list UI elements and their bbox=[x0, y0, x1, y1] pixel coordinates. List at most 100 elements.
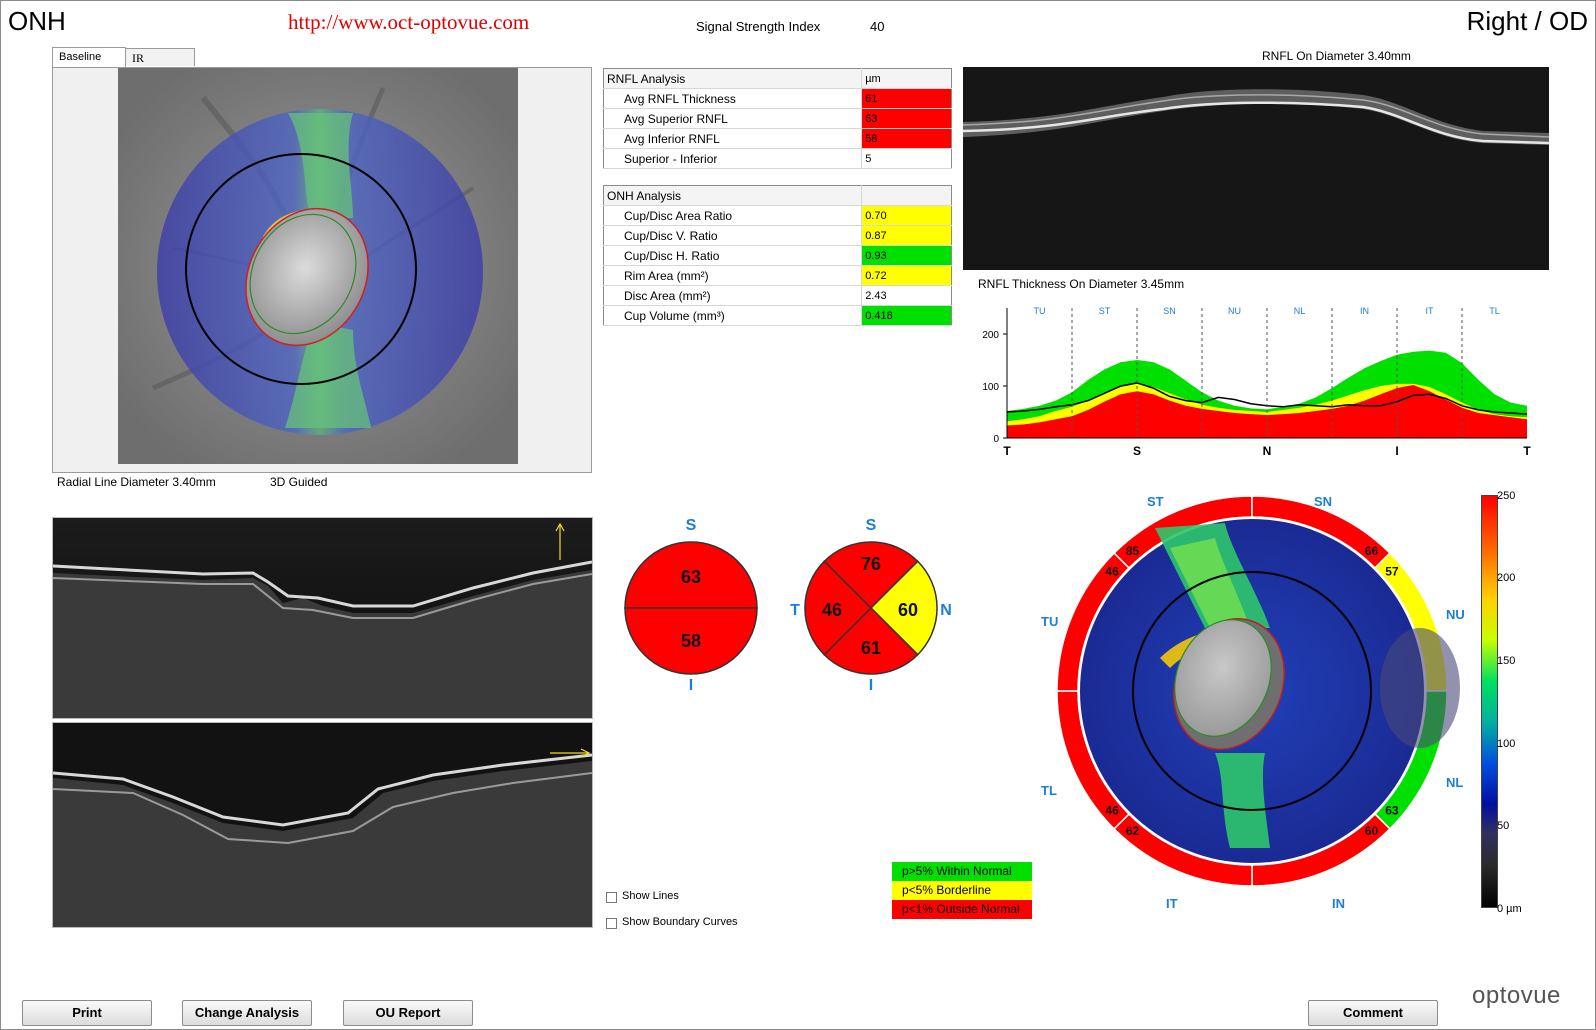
scan-circle bbox=[1132, 571, 1372, 811]
quadrant-superior bbox=[823, 541, 919, 610]
table-row: Cup/Disc H. Ratio 0.93 bbox=[603, 245, 952, 266]
table-row: Avg Inferior RNFL 58 bbox=[603, 128, 952, 149]
tab-ir[interactable]: IR bbox=[125, 48, 195, 66]
scale-tick-250: 250 bbox=[1497, 490, 1516, 502]
hemi-label-i: I bbox=[689, 677, 693, 692]
bscan-horizontal[interactable] bbox=[52, 722, 593, 928]
quad-label-t: T bbox=[790, 602, 800, 619]
scale-tick-200: 200 bbox=[1497, 572, 1516, 584]
onh-row-label: Cup/Disc H. Ratio bbox=[603, 245, 863, 266]
rnfl-row-label: Avg RNFL Thickness bbox=[603, 88, 863, 109]
legend-normal: p>5% Within Normal bbox=[892, 862, 1032, 881]
sector-label-tl: TL bbox=[1041, 783, 1057, 798]
rnfl-header-unit: µm bbox=[861, 68, 952, 89]
rnfl-row-value: 5 bbox=[861, 148, 952, 169]
scale-tick-100: 100 bbox=[1497, 738, 1516, 750]
sector-value-it: 62 bbox=[1126, 824, 1140, 838]
sector-label-st: ST bbox=[1147, 494, 1164, 509]
sector-value-nl: 63 bbox=[1385, 803, 1399, 817]
quadrant-temporal bbox=[804, 560, 873, 656]
x-tick-label: S bbox=[1133, 444, 1141, 458]
scale-tick-50: 50 bbox=[1497, 820, 1510, 832]
y-tick-label: 0 bbox=[993, 434, 999, 445]
onh-header-unit bbox=[861, 185, 952, 206]
sector-label: TU bbox=[1034, 306, 1046, 316]
superior-value: 63 bbox=[681, 567, 701, 587]
sector-label-tu: TU bbox=[1041, 614, 1059, 629]
rnfl-row-label: Avg Superior RNFL bbox=[603, 108, 863, 129]
sector-label: NL bbox=[1294, 306, 1306, 316]
quadrant-n-value: 60 bbox=[898, 600, 918, 620]
rnfl-bscan-title: RNFL On Diameter 3.40mm bbox=[1262, 49, 1411, 63]
sector-label: ST bbox=[1099, 306, 1111, 316]
fundus-panel bbox=[52, 67, 592, 473]
rnfl-circular-bscan[interactable] bbox=[962, 67, 1550, 270]
table-row: Avg RNFL Thickness 61 bbox=[603, 88, 952, 109]
scale-tick-150: 150 bbox=[1497, 655, 1516, 667]
sector-label-sn: SN bbox=[1314, 494, 1333, 509]
comment-button[interactable]: Comment bbox=[1308, 1000, 1438, 1026]
quadrant-i-value: 61 bbox=[861, 638, 881, 658]
change-analysis-button[interactable]: Change Analysis bbox=[182, 1000, 312, 1026]
sector-label-nl: NL bbox=[1446, 775, 1464, 790]
onh-row-label: Cup/Disc V. Ratio bbox=[603, 225, 863, 246]
show-lines-label[interactable]: Show Lines bbox=[622, 890, 679, 902]
sector-label: IN bbox=[1360, 306, 1369, 316]
sector-value-tl: 46 bbox=[1105, 803, 1119, 817]
sector-label: IT bbox=[1426, 306, 1435, 316]
sector-label: TL bbox=[1489, 306, 1500, 316]
cup-outline bbox=[1174, 619, 1272, 737]
show-lines-checkbox[interactable] bbox=[606, 892, 617, 903]
sector-label-nu: NU bbox=[1446, 607, 1465, 622]
sector-label-in: IN bbox=[1332, 896, 1345, 911]
quad-label-n: N bbox=[940, 602, 952, 619]
table-row: Avg Superior RNFL 63 bbox=[603, 108, 952, 129]
ou-report-button[interactable]: OU Report bbox=[343, 1000, 473, 1026]
sector-value-sn: 66 bbox=[1365, 544, 1379, 558]
quadrant-chart: S 76 60 61 46 I T N bbox=[790, 517, 952, 692]
rnfl-table-header: RNFL Analysis µm bbox=[603, 68, 952, 89]
rnfl-row-label: Superior - Inferior bbox=[603, 148, 863, 169]
onh-row-label: Rim Area (mm²) bbox=[603, 265, 863, 286]
sector-value-in: 60 bbox=[1365, 824, 1379, 838]
sector-value-st: 85 bbox=[1126, 544, 1140, 558]
onh-table-header: ONH Analysis bbox=[603, 185, 952, 206]
onh-analysis-table: ONH Analysis Cup/Disc Area Ratio 0.70 Cu… bbox=[603, 185, 952, 326]
show-boundary-checkbox[interactable] bbox=[606, 918, 617, 929]
rnfl-analysis-table: RNFL Analysis µm Avg RNFL Thickness 61 A… bbox=[603, 68, 952, 169]
quadrant-inferior bbox=[823, 606, 919, 675]
sector-value-tu: 46 bbox=[1105, 565, 1119, 579]
legend-borderline: p<5% Borderline bbox=[892, 881, 1032, 900]
legend-outside: p<1% Outside Normal bbox=[892, 900, 1032, 919]
quad-label-i: I bbox=[869, 677, 873, 692]
show-boundary-label[interactable]: Show Boundary Curves bbox=[622, 916, 738, 928]
x-tick-label: I bbox=[1395, 444, 1398, 458]
y-tick-label: 100 bbox=[982, 382, 999, 393]
sector-thickness-map[interactable]: 85 66 57 63 60 62 46 46 bbox=[1020, 488, 1480, 908]
onh-row-value: 0.93 bbox=[861, 245, 952, 266]
scan-mode-caption: 3D Guided bbox=[270, 475, 328, 489]
onh-row-value: 2.43 bbox=[861, 285, 952, 306]
quadrant-s-value: 76 bbox=[861, 554, 881, 574]
sector-label: SN bbox=[1163, 306, 1176, 316]
fundus-image[interactable] bbox=[53, 68, 591, 472]
eye-label: Right / OD bbox=[1466, 6, 1588, 36]
onh-row-label: Cup/Disc Area Ratio bbox=[603, 205, 863, 226]
rnfl-row-value: 61 bbox=[861, 88, 952, 109]
table-row: Rim Area (mm²) 0.72 bbox=[603, 265, 952, 286]
ssi-value: 40 bbox=[870, 19, 885, 34]
quadrant-nasal bbox=[869, 560, 938, 656]
print-button[interactable]: Print bbox=[22, 1000, 152, 1026]
color-scale-bar bbox=[1481, 495, 1498, 908]
sector-label-it: IT bbox=[1166, 896, 1178, 911]
tab-baseline[interactable]: Baseline bbox=[52, 47, 126, 67]
x-tick-label: N bbox=[1263, 444, 1272, 458]
onh-header-label: ONH Analysis bbox=[603, 185, 863, 206]
vendor-url[interactable]: http://www.oct-optovue.com bbox=[288, 10, 530, 34]
onh-row-value: 0.70 bbox=[861, 205, 952, 226]
bscan-vertical[interactable] bbox=[52, 517, 593, 719]
page-title: ONH bbox=[8, 6, 66, 36]
rnfl-header-label: RNFL Analysis bbox=[603, 68, 863, 89]
onh-row-value: 0.418 bbox=[861, 305, 952, 326]
